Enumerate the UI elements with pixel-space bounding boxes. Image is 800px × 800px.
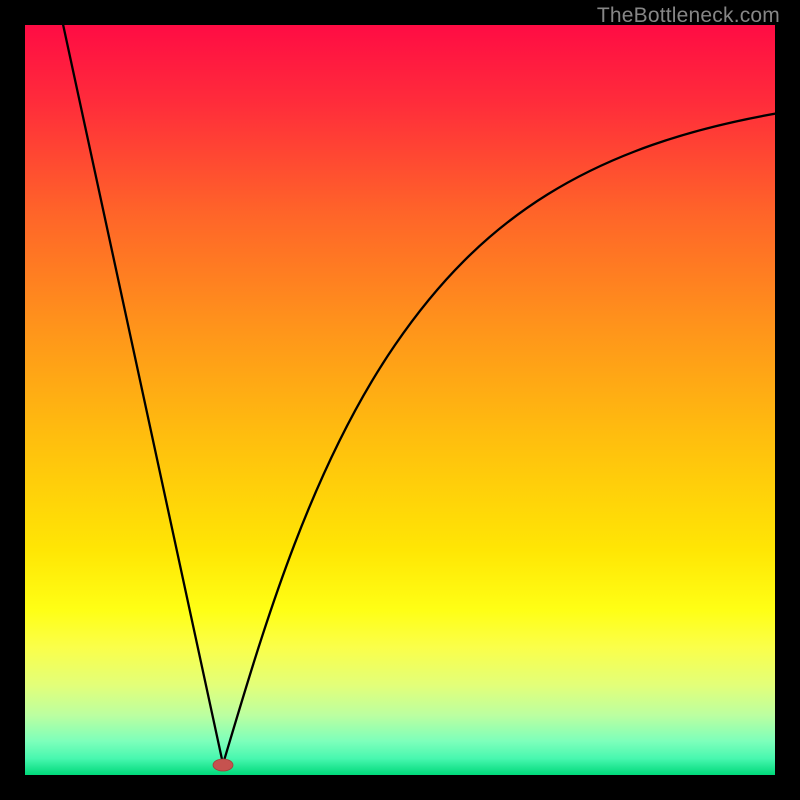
minimum-marker	[213, 759, 233, 771]
plot-area	[25, 25, 775, 775]
watermark-text: TheBottleneck.com	[597, 4, 780, 28]
gradient-background	[25, 25, 775, 775]
chart-svg	[25, 25, 775, 775]
